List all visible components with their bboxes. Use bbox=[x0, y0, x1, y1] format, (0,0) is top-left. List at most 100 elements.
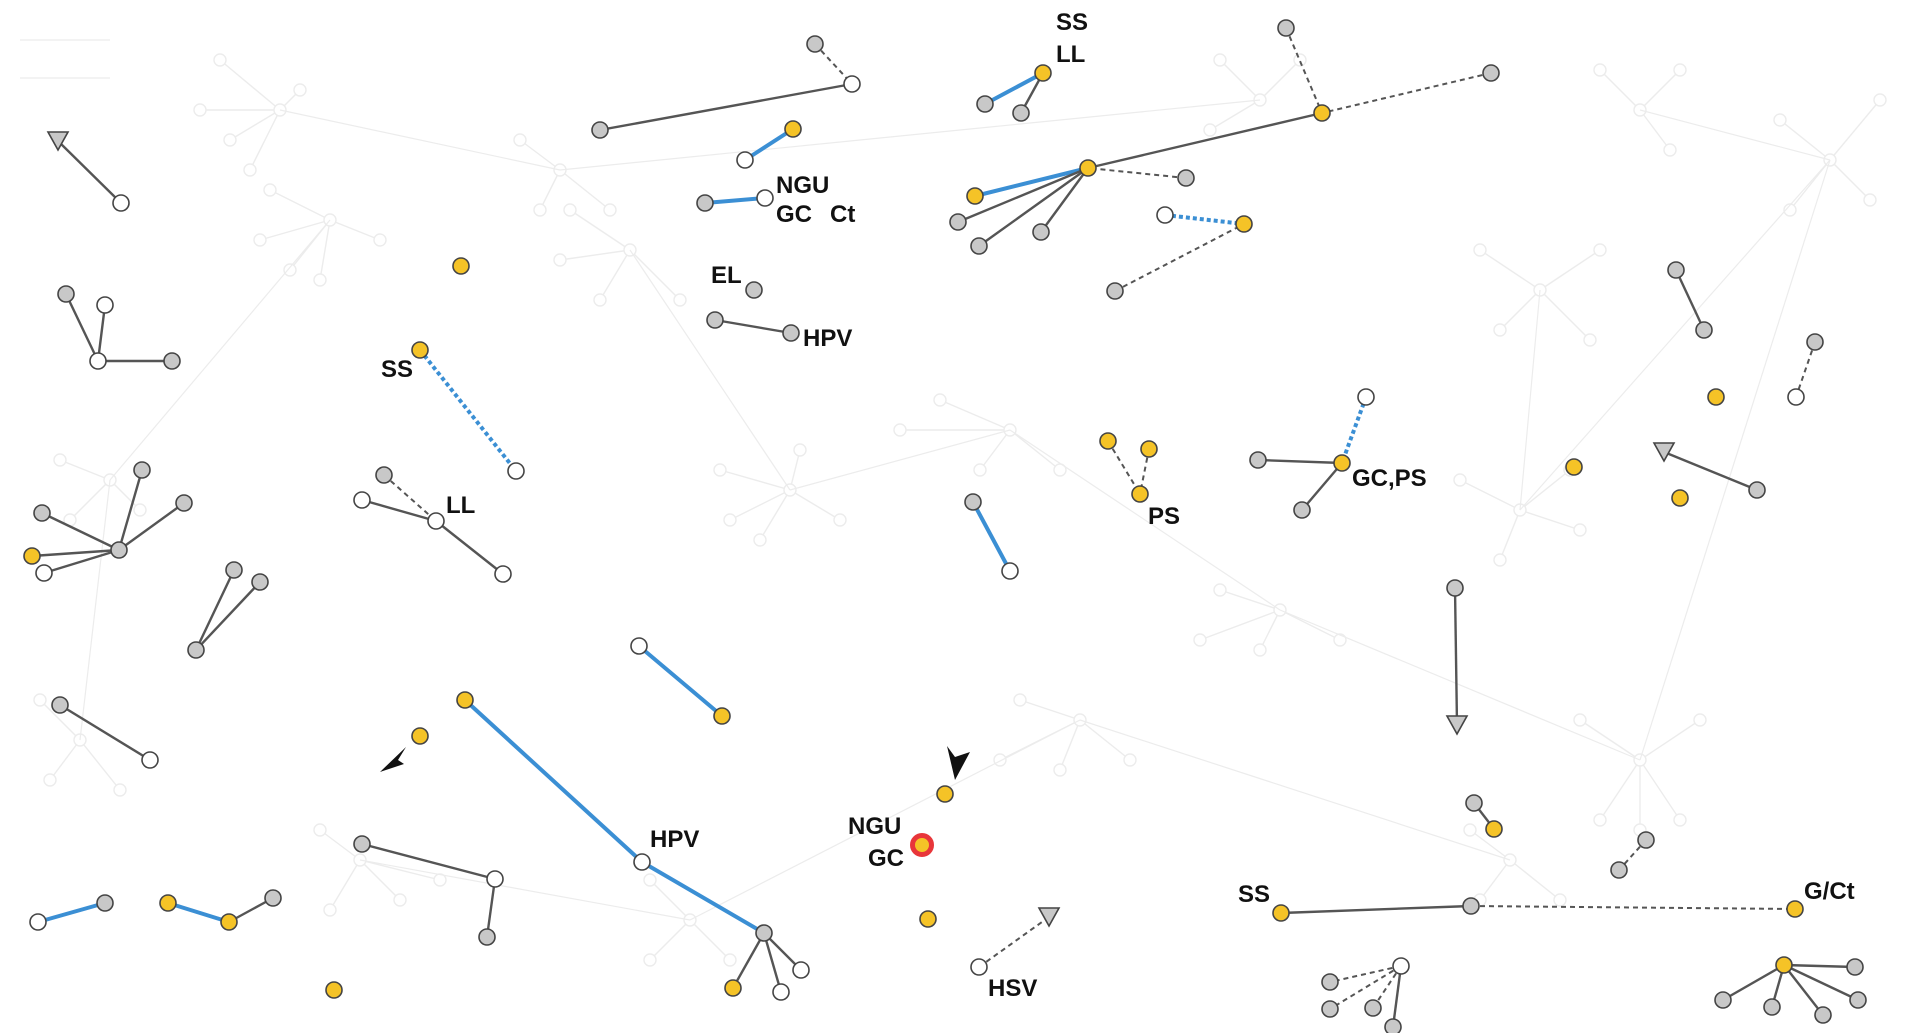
white-node bbox=[1787, 388, 1805, 406]
faint-node bbox=[1493, 323, 1507, 337]
faint-node bbox=[393, 893, 407, 907]
solid-gray-edge bbox=[485, 878, 497, 938]
solid-gray-edge bbox=[43, 548, 120, 575]
faint-edge bbox=[1219, 59, 1261, 101]
yellow-node bbox=[23, 547, 41, 565]
white-node bbox=[1156, 206, 1174, 224]
faint-edge bbox=[1519, 509, 1581, 531]
faint-node bbox=[113, 783, 127, 797]
yellow-node bbox=[919, 910, 937, 928]
white-node bbox=[756, 189, 774, 207]
gray-node bbox=[1748, 481, 1766, 499]
solid-gray-edge bbox=[1783, 963, 1859, 1002]
faint-edge bbox=[1639, 109, 1671, 151]
dashed-gray-edge bbox=[1795, 341, 1816, 398]
gray-node bbox=[1249, 451, 1267, 469]
gray-node bbox=[1714, 991, 1732, 1009]
faint-node bbox=[1553, 893, 1567, 907]
solid-gray-edge bbox=[59, 703, 151, 762]
faint-node bbox=[563, 203, 577, 217]
faint-node bbox=[373, 233, 387, 247]
white-node bbox=[633, 853, 651, 871]
faint-edge bbox=[1259, 59, 1301, 101]
faint-edge bbox=[1639, 719, 1701, 761]
yellow-node bbox=[220, 913, 238, 931]
gray-node bbox=[1321, 1000, 1339, 1018]
yellow-node bbox=[325, 981, 343, 999]
solid-gray-edge bbox=[194, 569, 236, 651]
faint-edge bbox=[1539, 249, 1601, 291]
arrowhead-icon bbox=[947, 746, 970, 780]
faint-node bbox=[1013, 693, 1027, 707]
label-gc-ps: GC,PS bbox=[1352, 465, 1427, 492]
yellow-node bbox=[1272, 904, 1290, 922]
faint-node bbox=[533, 203, 547, 217]
faint-edge bbox=[689, 919, 731, 961]
white-node bbox=[1357, 388, 1375, 406]
gray-node bbox=[1482, 64, 1500, 82]
solid-gray-edge bbox=[1087, 111, 1323, 170]
faint-node bbox=[1053, 763, 1067, 777]
faint-link bbox=[79, 479, 111, 741]
faint-node bbox=[1593, 63, 1607, 77]
gray-node bbox=[591, 121, 609, 139]
yellow-node bbox=[966, 187, 984, 205]
gray-node bbox=[57, 285, 75, 303]
gray-node bbox=[1106, 282, 1124, 300]
faint-edge bbox=[559, 169, 611, 211]
faint-edge bbox=[1829, 159, 1871, 201]
faint-node bbox=[793, 443, 807, 457]
label-ngu-bottom: NGU bbox=[848, 813, 901, 840]
white-node bbox=[1001, 562, 1019, 580]
yellow-node bbox=[784, 120, 802, 138]
faint-node bbox=[263, 183, 277, 197]
gray-node bbox=[1177, 169, 1195, 187]
faint-node bbox=[193, 103, 207, 117]
faint-edge bbox=[359, 859, 401, 901]
label-hpv-top: HPV bbox=[803, 325, 852, 352]
solid-gray-edge bbox=[1301, 462, 1343, 511]
solid-gray-edge bbox=[64, 293, 100, 362]
faint-node bbox=[1463, 823, 1477, 837]
triangle-node bbox=[1445, 715, 1469, 736]
white-node bbox=[630, 637, 648, 655]
faint-node bbox=[283, 263, 297, 277]
dashed-gray-edge bbox=[383, 474, 437, 522]
faint-node bbox=[253, 233, 267, 247]
faint-edge bbox=[719, 469, 791, 491]
faint-node bbox=[1493, 553, 1507, 567]
faint-node bbox=[293, 83, 307, 97]
white-node bbox=[772, 983, 790, 1001]
gray-node bbox=[806, 35, 824, 53]
solid-blue-edge bbox=[704, 196, 766, 205]
faint-node bbox=[213, 53, 227, 67]
gray-node bbox=[1667, 261, 1685, 279]
white-node bbox=[141, 751, 159, 769]
faint-edge bbox=[69, 479, 111, 521]
faint-edge bbox=[1509, 859, 1561, 901]
solid-blue-edge bbox=[637, 644, 724, 718]
label-hpv-bottom: HPV bbox=[650, 826, 699, 853]
faint-link bbox=[1279, 609, 1641, 761]
faint-link bbox=[1639, 109, 1831, 161]
solid-blue-edge bbox=[640, 860, 766, 935]
solid-gray-edge bbox=[1040, 167, 1089, 233]
yellow-node bbox=[1235, 215, 1253, 233]
solid-gray-edge bbox=[57, 140, 122, 204]
gray-node bbox=[970, 237, 988, 255]
white-node bbox=[970, 958, 988, 976]
label-el: EL bbox=[711, 262, 742, 289]
solid-gray-edge bbox=[1674, 269, 1706, 331]
solid-gray-edge bbox=[714, 318, 792, 335]
faint-node bbox=[1213, 583, 1227, 597]
triangle-node bbox=[1037, 907, 1061, 928]
yellow-node bbox=[1671, 489, 1689, 507]
yellow-node bbox=[1079, 159, 1097, 177]
solid-blue-edge bbox=[37, 901, 106, 924]
gray-node bbox=[1846, 958, 1864, 976]
gray-node bbox=[264, 889, 282, 907]
faint-node bbox=[133, 503, 147, 517]
label-layer: SS LL NGU GC Ct EL HPV SS LL PS GC,PS HP… bbox=[381, 9, 1855, 1002]
solid-gray-edge bbox=[731, 932, 766, 989]
